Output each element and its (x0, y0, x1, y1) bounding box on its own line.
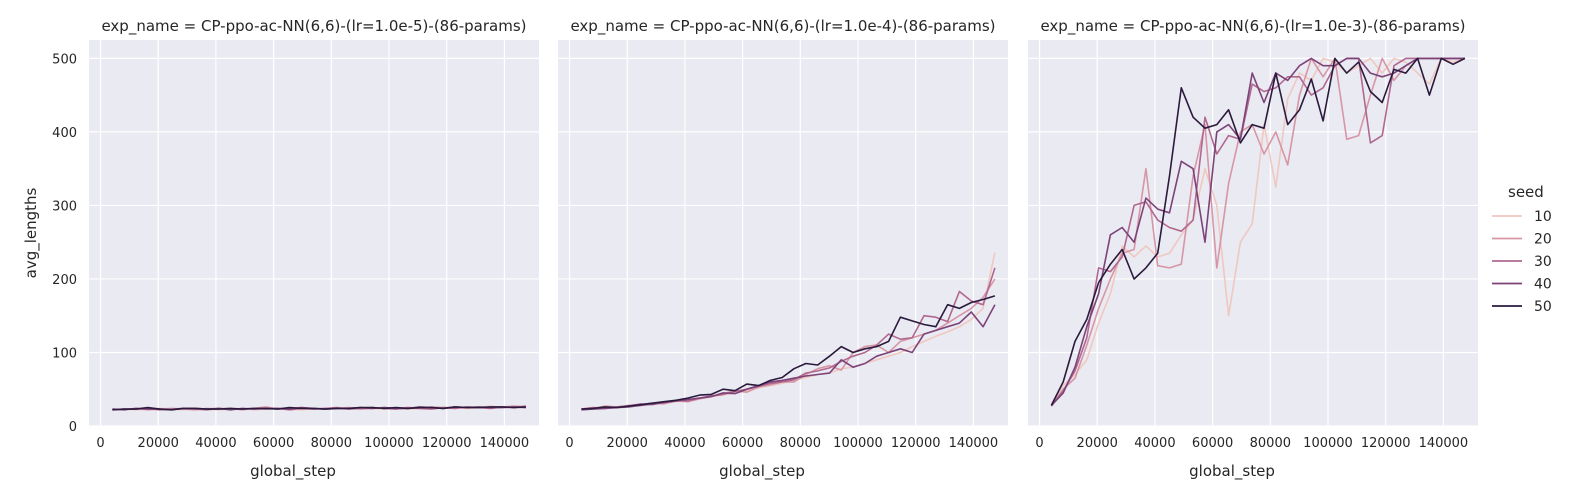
x-tick-label: 80000 (1250, 436, 1291, 451)
y-tick-label: 0 (69, 420, 77, 435)
y-tick-label: 300 (52, 199, 77, 214)
x-tick-label: 0 (565, 436, 573, 451)
x-tick-label: 100000 (833, 436, 883, 451)
x-tick-label: 0 (96, 436, 104, 451)
x-tick-label: 140000 (1419, 436, 1469, 451)
x-tick-label: 100000 (1303, 436, 1353, 451)
x-tick-label: 120000 (891, 436, 941, 451)
y-axis-title: avg_lengths (22, 187, 41, 278)
x-tick-label: 60000 (722, 436, 763, 451)
legend-label-seed-40: 40 (1534, 277, 1552, 293)
x-tick-label: 40000 (1134, 436, 1175, 451)
x-tick-label: 20000 (607, 436, 648, 451)
x-tick-label: 0 (1035, 436, 1043, 451)
x-tick-label: 140000 (480, 436, 530, 451)
x-tick-label: 80000 (311, 436, 352, 451)
x-axis-title: global_step (1189, 462, 1275, 481)
x-axis-title: global_step (719, 462, 805, 481)
series-line-seed-40 (1050, 57, 1465, 406)
x-tick-label: 60000 (253, 436, 294, 451)
legend-label-seed-50: 50 (1534, 299, 1552, 315)
panel-background (1028, 40, 1478, 426)
series-line-seed-10 (1050, 57, 1466, 405)
legend-title: seed (1508, 183, 1544, 201)
x-tick-label: 20000 (1077, 436, 1118, 451)
series-line-seed-50 (1050, 57, 1466, 406)
legend-label-seed-10: 10 (1534, 209, 1552, 225)
panel-title: exp_name = CP-ppo-ac-NN(6,6)-(lr=1.0e-3)… (1040, 17, 1465, 36)
x-tick-label: 60000 (1192, 436, 1233, 451)
legend-label-seed-20: 20 (1534, 232, 1552, 248)
x-tick-label: 140000 (949, 436, 999, 451)
series-line-seed-20 (1050, 57, 1465, 406)
x-axis-title: global_step (250, 462, 336, 481)
series-line-seed-50 (112, 406, 526, 411)
y-tick-label: 400 (52, 126, 77, 141)
x-tick-label: 40000 (664, 436, 705, 451)
x-tick-label: 100000 (364, 436, 414, 451)
panel-background (89, 40, 539, 426)
y-tick-label: 200 (52, 273, 77, 288)
x-tick-label: 80000 (780, 436, 821, 451)
panel-title: exp_name = CP-ppo-ac-NN(6,6)-(lr=1.0e-4)… (570, 17, 995, 36)
panel-title: exp_name = CP-ppo-ac-NN(6,6)-(lr=1.0e-5)… (101, 17, 526, 36)
x-tick-label: 120000 (1361, 436, 1411, 451)
x-tick-label: 120000 (422, 436, 472, 451)
panel-background (558, 40, 1008, 426)
x-tick-label: 20000 (138, 436, 179, 451)
legend-label-seed-30: 30 (1534, 254, 1552, 270)
y-tick-label: 500 (52, 52, 77, 67)
y-tick-label: 100 (52, 346, 77, 361)
x-tick-label: 40000 (195, 436, 236, 451)
series-line-seed-50 (581, 295, 996, 410)
